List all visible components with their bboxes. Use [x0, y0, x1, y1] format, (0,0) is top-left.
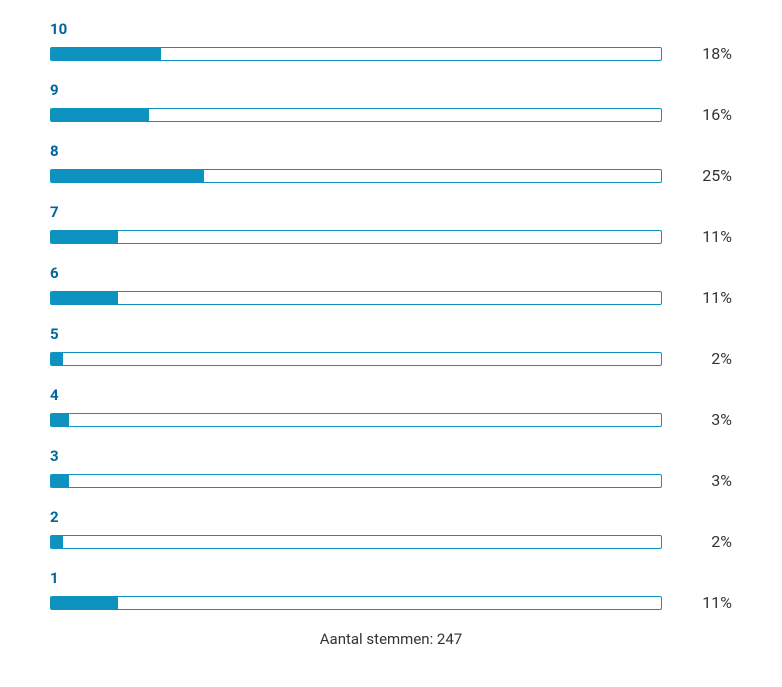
bar-track [50, 47, 662, 61]
bar-track [50, 352, 662, 366]
percent-label: 18% [682, 44, 732, 63]
bar-line: 18% [50, 44, 732, 63]
bar-track [50, 291, 662, 305]
poll-row: 1 11% [50, 569, 732, 612]
bar-fill [51, 597, 118, 609]
poll-item-label: 10 [50, 20, 732, 38]
percent-label: 11% [682, 227, 732, 246]
bar-line: 11% [50, 227, 732, 246]
poll-item-label: 7 [50, 203, 732, 221]
bar-line: 3% [50, 410, 732, 429]
bar-line: 11% [50, 288, 732, 307]
bar-fill [51, 475, 69, 487]
bar-fill [51, 109, 149, 121]
bar-fill [51, 536, 63, 548]
bar-track [50, 596, 662, 610]
poll-item-label: 5 [50, 325, 732, 343]
bar-line: 3% [50, 471, 732, 490]
bar-line: 11% [50, 593, 732, 612]
percent-label: 3% [682, 471, 732, 490]
bar-fill [51, 292, 118, 304]
bar-track [50, 535, 662, 549]
poll-item-label: 2 [50, 508, 732, 526]
poll-item-label: 3 [50, 447, 732, 465]
bar-fill [51, 353, 63, 365]
bar-fill [51, 170, 204, 182]
percent-label: 16% [682, 105, 732, 124]
bar-track [50, 230, 662, 244]
bar-line: 16% [50, 105, 732, 124]
poll-item-label: 4 [50, 386, 732, 404]
poll-row: 6 11% [50, 264, 732, 307]
poll-row: 9 16% [50, 81, 732, 124]
poll-row: 2 2% [50, 508, 732, 551]
poll-item-label: 9 [50, 81, 732, 99]
poll-row: 4 3% [50, 386, 732, 429]
percent-label: 3% [682, 410, 732, 429]
poll-row: 7 11% [50, 203, 732, 246]
poll-chart: 10 18% 9 16% 8 25% 7 [50, 20, 732, 648]
bar-track [50, 413, 662, 427]
poll-row: 8 25% [50, 142, 732, 185]
bar-track [50, 474, 662, 488]
bar-fill [51, 231, 118, 243]
percent-label: 11% [682, 288, 732, 307]
poll-item-label: 8 [50, 142, 732, 160]
bar-line: 25% [50, 166, 732, 185]
poll-item-label: 6 [50, 264, 732, 282]
bar-fill [51, 414, 69, 426]
poll-row: 3 3% [50, 447, 732, 490]
bar-track [50, 108, 662, 122]
poll-footer: Aantal stemmen: 247 [50, 630, 732, 648]
bar-fill [51, 48, 161, 60]
percent-label: 25% [682, 166, 732, 185]
percent-label: 2% [682, 532, 732, 551]
percent-label: 2% [682, 349, 732, 368]
bar-line: 2% [50, 532, 732, 551]
poll-row: 5 2% [50, 325, 732, 368]
bar-line: 2% [50, 349, 732, 368]
bar-track [50, 169, 662, 183]
poll-row: 10 18% [50, 20, 732, 63]
percent-label: 11% [682, 593, 732, 612]
poll-item-label: 1 [50, 569, 732, 587]
